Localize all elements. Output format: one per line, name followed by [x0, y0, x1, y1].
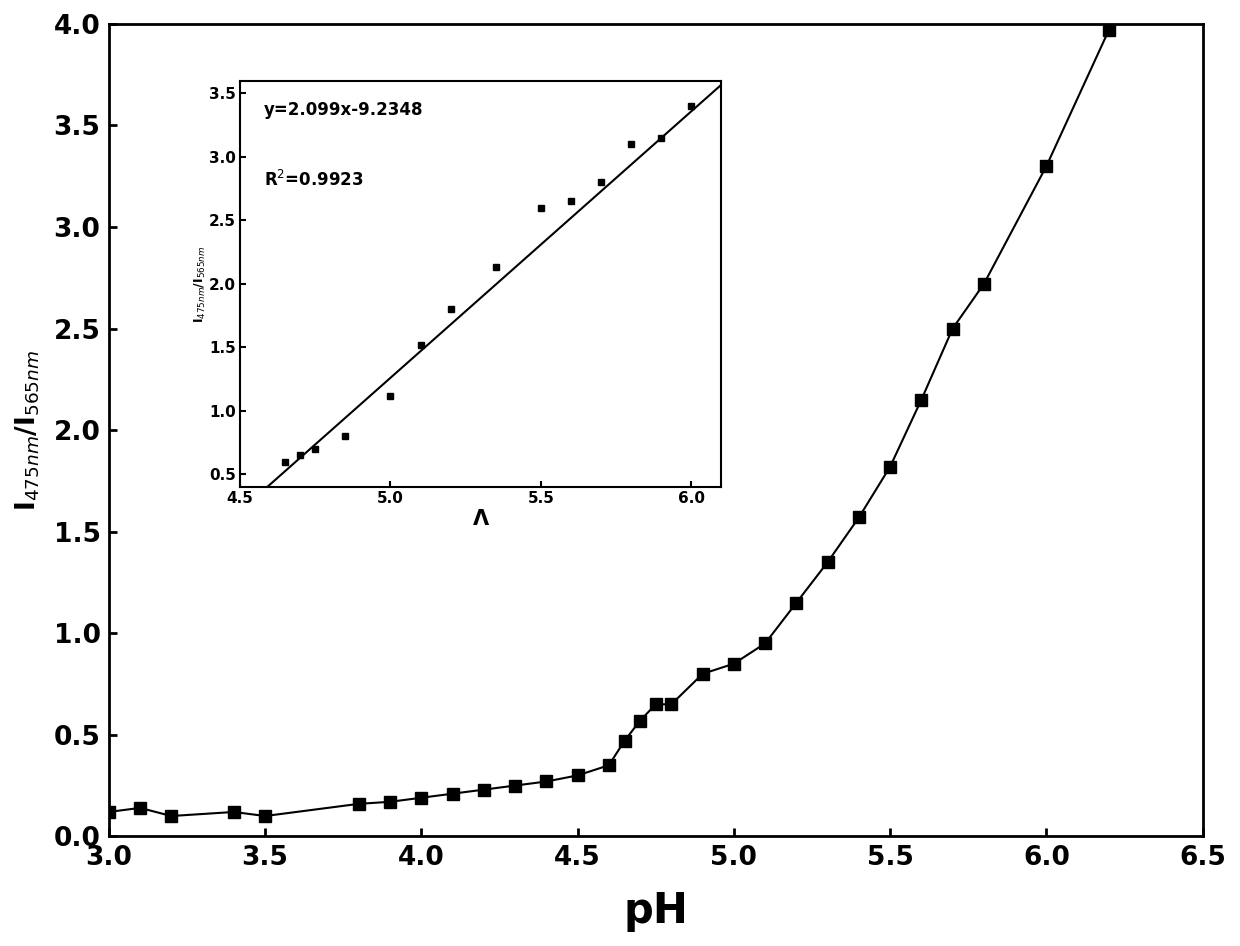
X-axis label: pH: pH [624, 890, 688, 932]
Y-axis label: I$_{475nm}$/I$_{565nm}$: I$_{475nm}$/I$_{565nm}$ [14, 349, 42, 511]
